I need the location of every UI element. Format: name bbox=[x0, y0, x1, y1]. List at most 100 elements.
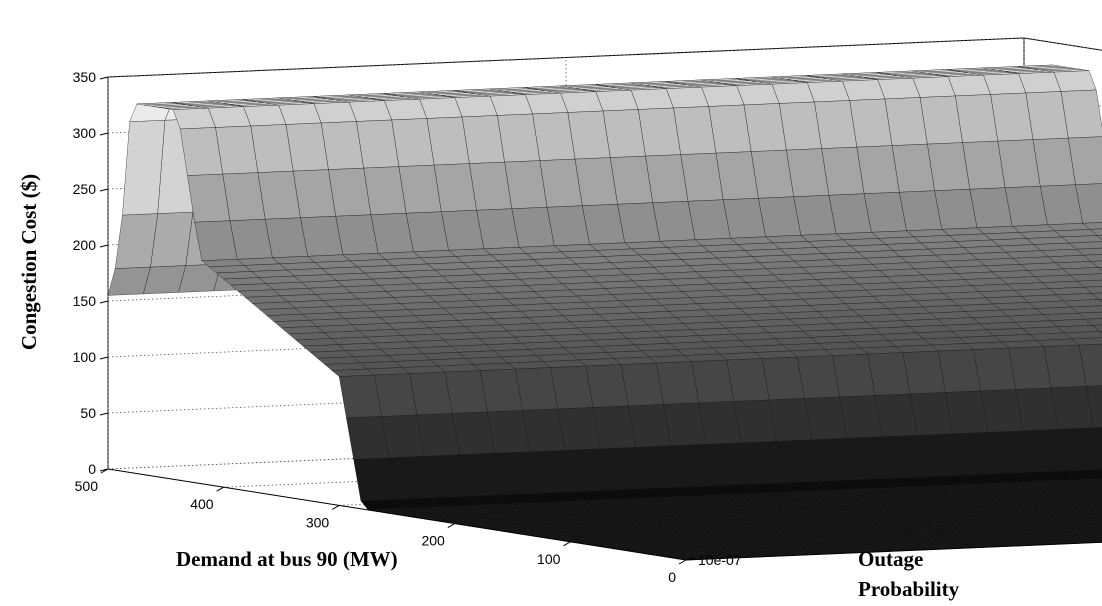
surface-patch bbox=[863, 192, 907, 233]
surface-patch bbox=[698, 401, 742, 445]
surface-patch bbox=[592, 405, 636, 450]
surface-patch bbox=[557, 407, 601, 451]
surface-patch bbox=[778, 101, 822, 151]
surface-patch bbox=[600, 447, 643, 491]
surface-patch bbox=[363, 166, 407, 215]
y-axis-label-line-2: Probability bbox=[858, 577, 960, 601]
surface-patch bbox=[585, 364, 629, 408]
surface-patch bbox=[705, 442, 749, 486]
z-tick-mark bbox=[99, 244, 109, 248]
surface-patch bbox=[115, 213, 158, 269]
surface-patch bbox=[1040, 184, 1083, 225]
z-tick-label: 200 bbox=[73, 237, 97, 253]
x-tick-mark bbox=[100, 468, 109, 474]
surface-patch bbox=[867, 352, 911, 396]
surface-patch bbox=[222, 172, 266, 221]
surface-patch bbox=[409, 371, 453, 416]
surface-patch bbox=[771, 82, 815, 104]
surface-patch bbox=[320, 121, 364, 170]
surface-patch bbox=[736, 83, 780, 106]
surface-patch bbox=[846, 436, 890, 480]
surface-patch bbox=[642, 487, 686, 499]
surface-patch bbox=[419, 97, 463, 119]
surface-patch bbox=[250, 124, 294, 173]
surface-patch bbox=[494, 451, 538, 495]
surface-patch bbox=[602, 109, 646, 158]
x-tick-label: 200 bbox=[421, 533, 445, 549]
surface-patch bbox=[652, 201, 696, 242]
surface-patch bbox=[617, 202, 661, 243]
surface-patch bbox=[454, 95, 498, 118]
surface-patch bbox=[1008, 346, 1052, 390]
surface-patch bbox=[821, 146, 865, 196]
surface-patch bbox=[748, 482, 792, 494]
y-axis-label-line-1: Outage bbox=[858, 547, 923, 571]
surface-patch bbox=[722, 198, 766, 239]
surface-patch bbox=[811, 438, 855, 482]
surface-patch bbox=[300, 216, 344, 257]
surface-patch bbox=[743, 103, 787, 152]
z-axis-label: Congestion Cost ($) bbox=[17, 174, 41, 350]
z-tick-mark bbox=[99, 132, 109, 136]
surface-patch bbox=[529, 450, 573, 494]
surface-patch bbox=[1029, 470, 1074, 482]
surface-patch bbox=[441, 210, 484, 251]
y-tick-label: 10e-07 bbox=[698, 552, 742, 568]
surface-patch bbox=[973, 347, 1017, 392]
surface-patch bbox=[853, 478, 897, 490]
surface-patch bbox=[793, 195, 837, 236]
surface-patch bbox=[680, 152, 724, 202]
surface-patch bbox=[917, 433, 961, 477]
surface-patch bbox=[691, 359, 735, 404]
x-axis-line bbox=[107, 468, 687, 561]
surface-patch bbox=[469, 161, 512, 211]
surface-patch bbox=[405, 211, 449, 252]
surface-patch bbox=[839, 395, 883, 439]
surface-patch bbox=[476, 208, 520, 249]
surface-patch bbox=[768, 398, 812, 442]
surface-patch bbox=[595, 89, 639, 112]
surface-patch bbox=[955, 94, 998, 143]
surface-patch bbox=[328, 167, 372, 217]
surface-patch bbox=[638, 107, 681, 157]
surface-patch bbox=[451, 411, 495, 456]
x-tick-mark bbox=[216, 486, 224, 492]
surface-patch bbox=[607, 488, 651, 500]
surface-patch bbox=[461, 115, 505, 164]
surface-patch bbox=[356, 119, 400, 169]
x-tick-mark bbox=[331, 504, 340, 510]
surface-patch bbox=[550, 365, 594, 410]
surface-patch bbox=[360, 499, 404, 511]
surface-patch bbox=[571, 490, 616, 502]
surface-patch bbox=[257, 170, 301, 220]
surface-patch bbox=[313, 101, 357, 124]
surface-patch bbox=[610, 155, 653, 205]
surface-patch bbox=[990, 92, 1034, 142]
surface-patch bbox=[374, 373, 418, 417]
surface-patch bbox=[122, 120, 166, 216]
surface-patch bbox=[945, 390, 989, 435]
surface-patch bbox=[395, 497, 439, 509]
surface-patch bbox=[180, 127, 223, 176]
surface-patch bbox=[264, 217, 308, 258]
surface-patch bbox=[776, 439, 820, 483]
surface-patch bbox=[884, 97, 928, 146]
x-tick-mark bbox=[563, 541, 571, 547]
x-tick-mark bbox=[678, 559, 687, 565]
surface-patch bbox=[564, 448, 608, 492]
z-tick-mark bbox=[99, 76, 109, 80]
surface-patch bbox=[504, 160, 548, 209]
surface-patch bbox=[980, 389, 1024, 433]
axis-layer: 0 50 100 150 200 250 300 350 500 400 300 200 100 0 10e… bbox=[73, 69, 1102, 585]
surface-patch bbox=[489, 94, 533, 116]
z-tick-label: 100 bbox=[73, 349, 97, 365]
surface-patch bbox=[511, 207, 555, 248]
surface-patch bbox=[479, 368, 523, 413]
surface-patch bbox=[388, 456, 432, 500]
surface-patch bbox=[338, 374, 382, 419]
surface-patch bbox=[874, 393, 918, 438]
surface-patch bbox=[959, 473, 1003, 485]
surface-patch bbox=[912, 76, 956, 98]
surface-patch bbox=[924, 475, 968, 487]
z-tick-label: 0 bbox=[88, 461, 96, 477]
